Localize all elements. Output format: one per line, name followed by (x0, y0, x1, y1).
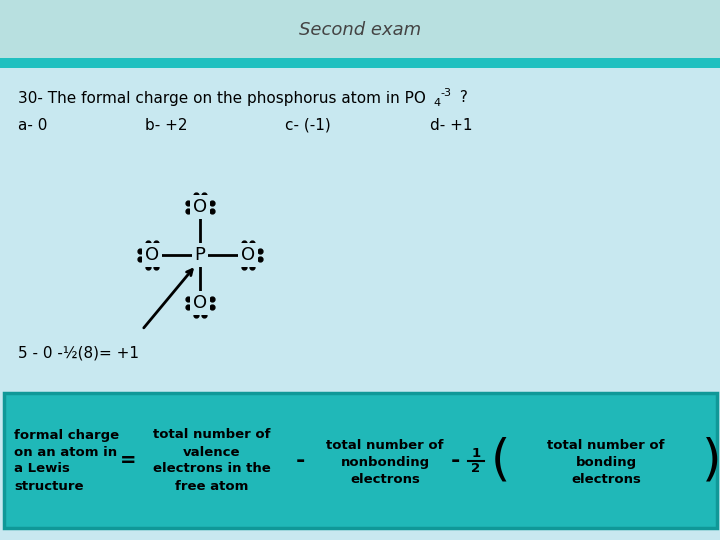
Text: -3: -3 (440, 88, 451, 98)
Text: 4: 4 (433, 98, 440, 108)
Text: O: O (193, 294, 207, 312)
Text: ): ) (702, 436, 720, 484)
Text: 5 - 0 -½(8)= +1: 5 - 0 -½(8)= +1 (18, 346, 139, 361)
Text: total number of
nonbonding
electrons: total number of nonbonding electrons (326, 439, 444, 486)
Text: O: O (241, 246, 255, 264)
Text: 30- The formal charge on the phosphorus atom in PO: 30- The formal charge on the phosphorus … (18, 91, 426, 105)
Text: total number of
valence
electrons in the
free atom: total number of valence electrons in the… (153, 429, 271, 492)
Text: (: ( (490, 436, 510, 484)
Text: 1: 1 (472, 447, 480, 460)
Text: Second exam: Second exam (299, 21, 421, 39)
Text: total number of
bonding
electrons: total number of bonding electrons (547, 439, 665, 486)
Text: -: - (295, 450, 305, 470)
FancyBboxPatch shape (0, 0, 720, 68)
Text: -: - (450, 450, 459, 470)
Text: ?: ? (455, 91, 468, 105)
Text: O: O (193, 198, 207, 216)
Text: O: O (145, 246, 159, 264)
Text: 2: 2 (472, 462, 480, 475)
Text: d- +1: d- +1 (430, 118, 472, 132)
FancyBboxPatch shape (0, 58, 720, 68)
Text: formal charge
on an atom in
a Lewis
structure: formal charge on an atom in a Lewis stru… (14, 429, 119, 492)
Text: a- 0: a- 0 (18, 118, 48, 132)
Text: b- +2: b- +2 (145, 118, 187, 132)
Text: c- (-1): c- (-1) (285, 118, 330, 132)
Text: =: = (120, 451, 136, 470)
Text: P: P (194, 246, 205, 264)
FancyBboxPatch shape (4, 393, 717, 528)
